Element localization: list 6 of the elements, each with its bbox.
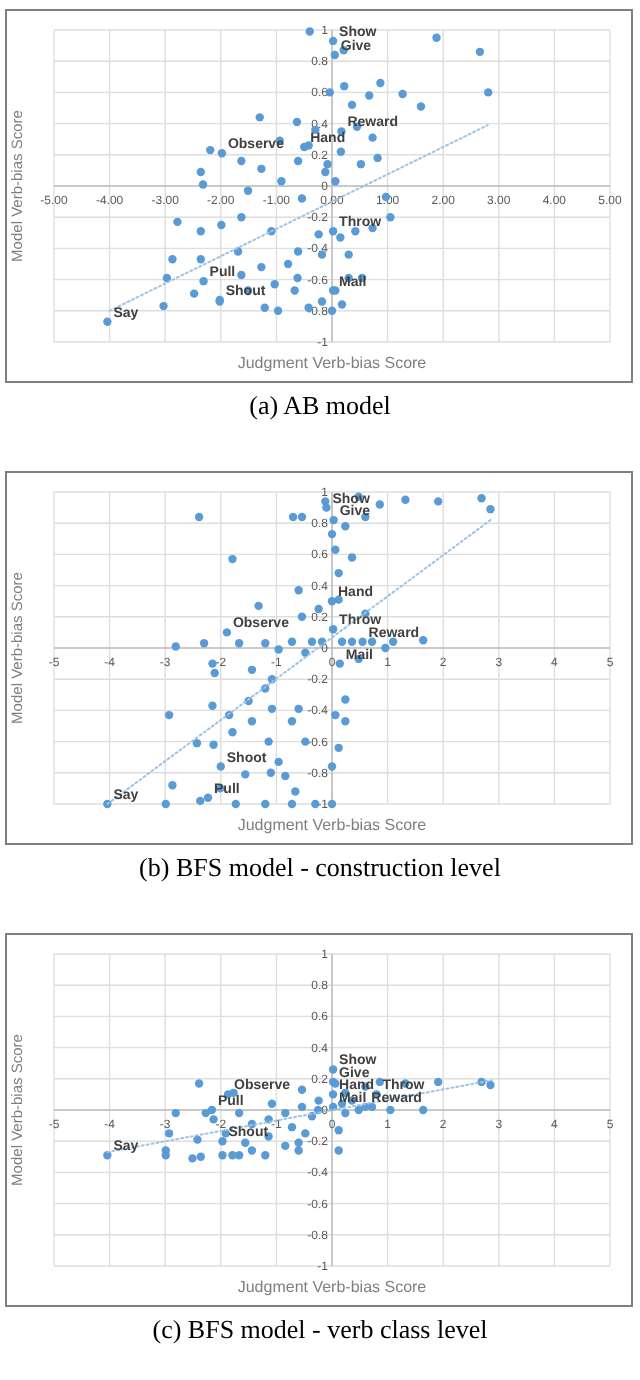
text: (b) BFS model - construction level <box>139 852 502 882</box>
x-axis-title: Judgment Verb-bias Score <box>237 816 428 834</box>
x-axis-title: Judgment Verb-bias Score <box>237 1278 428 1296</box>
text: (c) BFS model - verb class level <box>152 1314 489 1344</box>
text: (a) AB model <box>249 390 392 420</box>
x-axis-title: Judgment Verb-bias Score <box>237 354 428 372</box>
